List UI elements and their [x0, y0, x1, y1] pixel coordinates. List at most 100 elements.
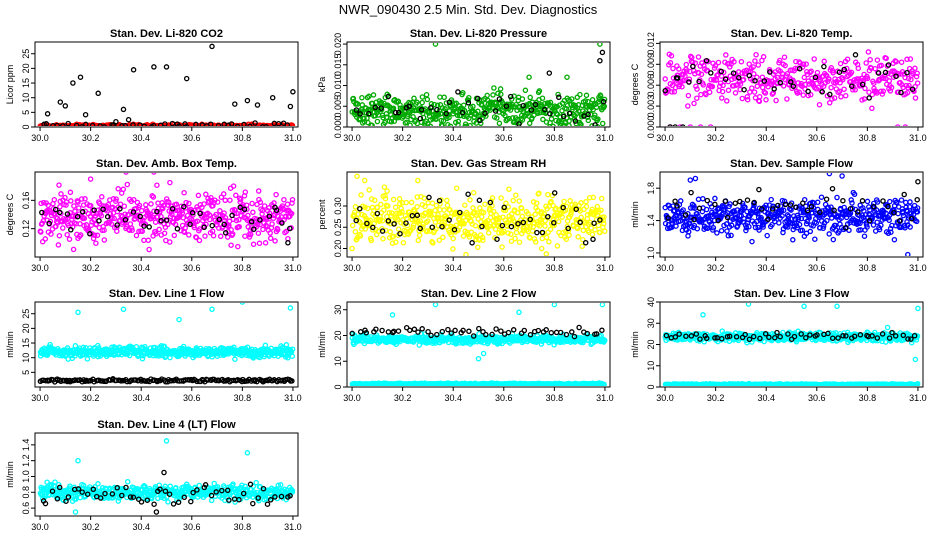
data-point — [545, 213, 551, 220]
data-point — [723, 52, 729, 58]
data-point — [455, 122, 461, 126]
data-point — [689, 54, 695, 61]
data-point — [842, 92, 849, 99]
data-point — [379, 228, 386, 234]
data-point — [537, 109, 543, 116]
data-point — [444, 197, 450, 204]
x-tick-label: 30.6 — [495, 133, 513, 143]
data-point — [813, 220, 820, 226]
data-point — [525, 210, 531, 217]
data-point — [722, 198, 729, 204]
data-point — [529, 228, 536, 234]
data-point — [373, 326, 379, 332]
data-point — [478, 120, 484, 126]
data-point — [489, 331, 495, 338]
data-point — [475, 244, 481, 250]
data-point — [428, 332, 434, 339]
x-tick-label: 30.2 — [82, 133, 100, 143]
data-point — [57, 198, 63, 205]
data-point — [869, 105, 875, 112]
data-point — [358, 192, 364, 198]
data-point — [507, 107, 514, 113]
data-point — [457, 209, 463, 216]
y-tick-label: 0.25 — [333, 218, 343, 236]
data-point — [403, 199, 409, 206]
y-axis-label: degrees C — [630, 63, 640, 105]
data-point — [837, 60, 844, 67]
data-point — [749, 238, 755, 245]
data-point — [467, 122, 473, 126]
data-point — [801, 74, 808, 81]
data-point — [381, 184, 388, 190]
data-point — [417, 115, 424, 122]
data-point — [548, 116, 555, 122]
data-point — [281, 196, 287, 203]
outlier-point — [692, 175, 699, 182]
data-point — [784, 96, 790, 102]
data-point — [886, 78, 893, 84]
x-tick-label: 30.6 — [808, 263, 826, 273]
x-tick-label: 30.6 — [808, 133, 826, 143]
data-point — [390, 233, 397, 240]
data-point — [566, 214, 573, 221]
data-point — [395, 109, 402, 116]
data-point — [577, 219, 583, 226]
data-point — [871, 80, 877, 86]
data-point — [257, 199, 264, 206]
outlier-point — [687, 124, 693, 126]
data-point — [799, 227, 806, 234]
data-point — [891, 236, 898, 243]
data-point — [380, 114, 386, 121]
data-point — [222, 230, 229, 236]
data-point — [122, 219, 128, 225]
panel-title: Stan. Dev. Li-820 Pressure — [410, 28, 547, 40]
data-point — [883, 55, 889, 62]
data-point — [368, 237, 375, 244]
data-point — [289, 196, 296, 203]
data-point — [775, 80, 781, 86]
data-point — [381, 207, 387, 213]
data-point — [473, 236, 479, 243]
data-point — [582, 98, 589, 104]
y-tick-label: 30 — [333, 305, 343, 315]
panel-title: Stan. Dev. Li-820 CO2 — [110, 28, 223, 40]
panel-title: Stan. Dev. Li-820 Temp. — [731, 28, 853, 40]
data-point — [557, 329, 564, 336]
data-point — [815, 84, 822, 91]
data-point — [129, 227, 135, 233]
data-point — [685, 229, 692, 235]
y-tick-label: 0 — [333, 384, 343, 389]
data-point — [233, 192, 239, 199]
data-point — [148, 215, 155, 222]
data-point — [349, 330, 355, 337]
data-point — [60, 123, 66, 126]
outlier-point — [183, 75, 190, 82]
data-point — [406, 103, 412, 110]
data-point — [234, 210, 240, 217]
data-point — [893, 58, 899, 65]
outlier-point — [62, 103, 69, 109]
data-point — [242, 189, 249, 195]
data-point — [353, 217, 359, 224]
data-point — [66, 236, 73, 242]
data-point — [414, 99, 420, 106]
data-point — [409, 212, 416, 219]
data-point — [432, 207, 438, 214]
data-point — [454, 112, 461, 119]
data-point — [709, 83, 716, 90]
x-tick-label: 30.4 — [132, 263, 150, 273]
plot-frame — [659, 41, 924, 128]
data-point — [701, 62, 707, 69]
data-point — [152, 219, 159, 225]
data-point — [91, 232, 98, 239]
data-point — [145, 237, 152, 244]
data-point — [670, 65, 676, 72]
y-tick-label: 20 — [21, 323, 31, 333]
data-point — [589, 123, 595, 126]
data-point — [193, 234, 200, 241]
data-point — [751, 89, 758, 95]
data-point — [560, 113, 567, 120]
data-point — [237, 204, 243, 211]
outlier-point — [70, 80, 76, 86]
data-point — [672, 198, 678, 204]
